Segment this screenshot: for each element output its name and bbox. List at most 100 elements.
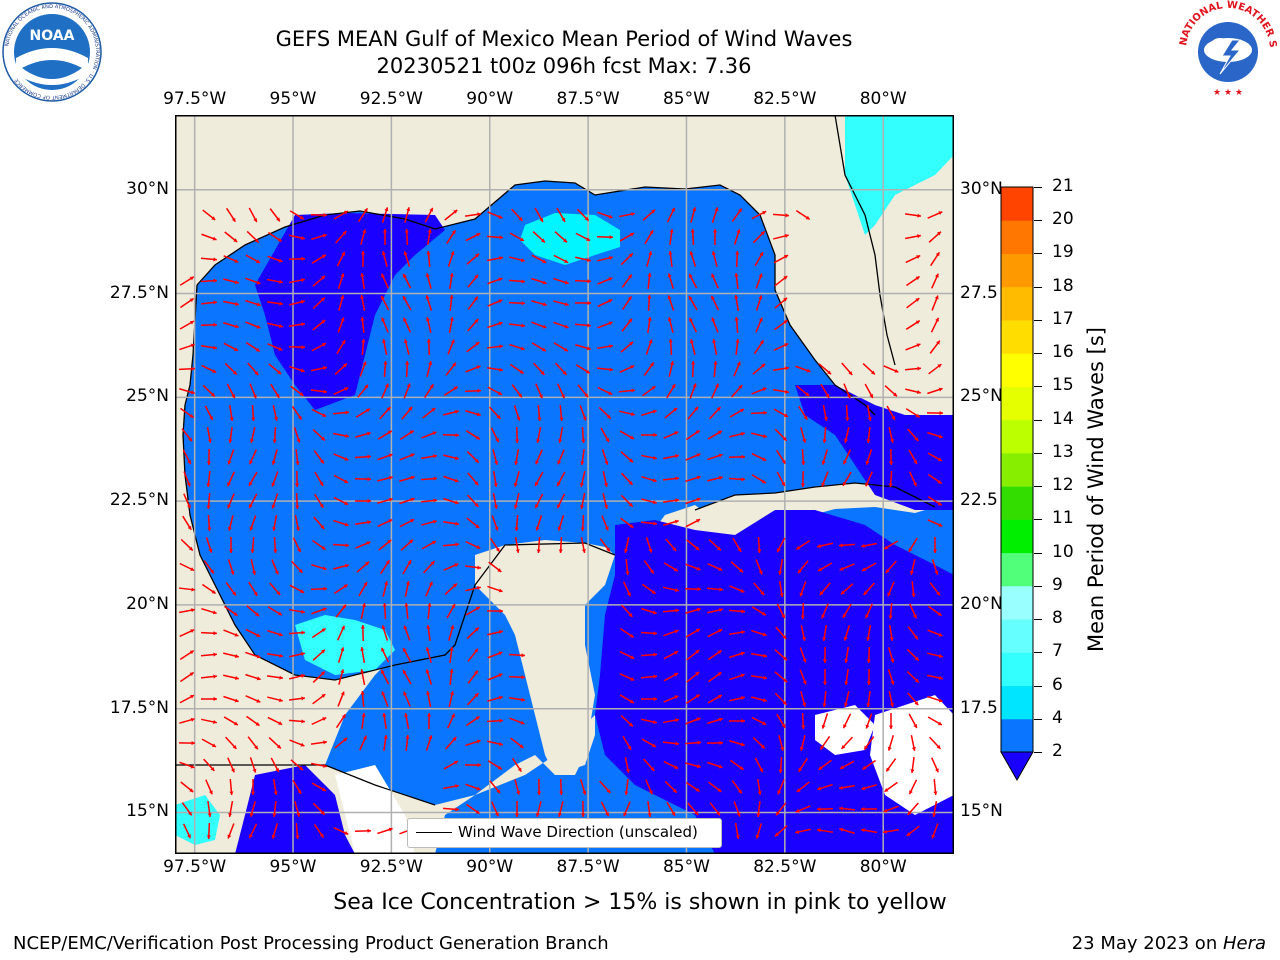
chart-title: GEFS MEAN Gulf of Mexico Mean Period of … [275, 27, 853, 51]
wave-arrow-296 [579, 405, 587, 421]
wave-arrow-595 [223, 629, 239, 637]
wave-arrow-795 [754, 757, 764, 773]
wave-arrow-69 [426, 250, 431, 268]
wave-arrow-643 [707, 649, 723, 661]
wave-arrow-729 [465, 715, 481, 727]
wave-arrow-580 [662, 608, 680, 613]
wave-arrow-529 [861, 562, 877, 572]
wave-arrow-188 [403, 339, 410, 355]
wave-arrow-457 [491, 515, 499, 531]
wave-arrow-298 [619, 410, 635, 417]
wave-arrow-326 [465, 430, 481, 440]
wave-arrow-33 [267, 231, 283, 243]
lon-tick-bottom-2: 92.5°W [359, 857, 423, 877]
wave-arrow-170 [667, 317, 674, 333]
wave-arrow-440 [662, 498, 680, 503]
colorbar-tick-21: 21 [1052, 176, 1074, 196]
colorbar-tick-17: 17 [1052, 308, 1074, 329]
wave-arrow-234 [752, 363, 766, 375]
lat-tick-right-5: 17.5 [960, 697, 998, 718]
wave-arrow-343 [843, 427, 850, 443]
wave-arrow-126 [360, 295, 366, 311]
colorbar-tick-mark-16 [1034, 353, 1042, 355]
wave-arrow-163 [508, 323, 526, 328]
wave-arrow-718 [223, 716, 239, 726]
wave-arrow-55 [752, 230, 766, 244]
wave-arrow-225 [554, 362, 568, 376]
wave-arrow-265 [666, 383, 676, 399]
wave-arrow-441 [685, 497, 701, 505]
wave-arrow-408 [728, 477, 746, 482]
wave-arrow-588 [842, 603, 852, 619]
wave-arrow-696 [426, 691, 432, 707]
wave-arrow-854 [733, 801, 741, 817]
wave-arrow-19 [619, 212, 635, 218]
lon-tick-top-3: 90°W [466, 89, 514, 109]
wave-arrow-27 [795, 209, 811, 221]
wave-arrow-273 [843, 383, 851, 399]
wave-arrow-791 [663, 760, 679, 770]
wave-arrow-26 [772, 213, 790, 218]
colorbar-segment-14 [1001, 253, 1033, 288]
wave-arrow-500 [883, 540, 899, 550]
wave-arrow-286 [355, 408, 371, 418]
wave-arrow-353 [295, 448, 300, 466]
wave-arrow-103 [508, 279, 526, 284]
wave-arrow-545 [444, 583, 458, 595]
wave-arrow-174 [755, 317, 763, 333]
wave-arrow-417 [927, 473, 943, 485]
wave-arrow-812 [465, 783, 481, 791]
wave-arrow-302 [708, 406, 722, 420]
wave-arrow-397 [492, 470, 498, 488]
wave-arrow-555 [778, 580, 784, 598]
wave-arrow-623 [179, 650, 195, 660]
wave-arrow-738 [751, 716, 767, 726]
wave-arrow-646 [774, 649, 788, 661]
wave-arrow-203 [735, 338, 740, 356]
wave-arrow-447 [272, 514, 278, 532]
lat-tick-left-6: 15°N [126, 801, 169, 822]
wave-arrow-499 [861, 542, 877, 548]
wave-arrow-351 [248, 449, 258, 465]
wave-arrow-118 [179, 297, 195, 309]
wave-arrow-98 [402, 273, 412, 289]
wave-arrow-112 [711, 273, 719, 289]
colorbar-tick-mark-12 [1034, 486, 1042, 488]
wave-arrow-178 [179, 343, 195, 351]
wave-arrow-133 [508, 301, 526, 306]
wave-arrow-833 [933, 778, 938, 796]
wave-arrow-310 [886, 405, 896, 421]
wave-arrow-268 [731, 384, 743, 398]
wave-arrow-670 [619, 673, 635, 681]
wave-arrow-819 [624, 778, 629, 796]
wave-arrow-492 [708, 539, 722, 551]
wave-arrow-523 [730, 561, 744, 573]
wave-arrow-37 [360, 229, 367, 245]
wave-arrow-549 [642, 583, 656, 595]
wave-arrow-740 [801, 712, 806, 730]
wave-arrow-374 [751, 452, 767, 462]
wave-arrow-469 [205, 537, 213, 553]
wave-arrow-686 [200, 696, 218, 702]
wave-arrow-435 [556, 493, 566, 509]
wave-arrow-823 [708, 781, 722, 793]
wave-arrow-64 [311, 254, 327, 264]
wave-arrow-331 [581, 426, 586, 444]
wave-arrow-294 [537, 404, 542, 422]
wave-arrow-512 [380, 559, 390, 575]
wave-arrow-547 [487, 585, 503, 593]
wave-arrow-487 [599, 538, 611, 552]
wave-arrow-274 [864, 383, 874, 399]
wave-arrow-429 [420, 498, 438, 503]
wave-arrow-848 [600, 801, 610, 817]
wave-arrow-865 [206, 822, 211, 840]
wave-arrow-678 [799, 669, 807, 685]
wave-arrow-701 [619, 694, 635, 704]
wave-arrow-236 [795, 365, 811, 373]
wave-arrow-772 [819, 736, 831, 750]
wave-arrow-824 [731, 780, 743, 794]
wave-arrow-427 [377, 497, 393, 504]
wave-arrow-357 [377, 453, 393, 461]
wave-arrow-437 [602, 493, 609, 509]
wave-arrow-658 [266, 675, 284, 680]
